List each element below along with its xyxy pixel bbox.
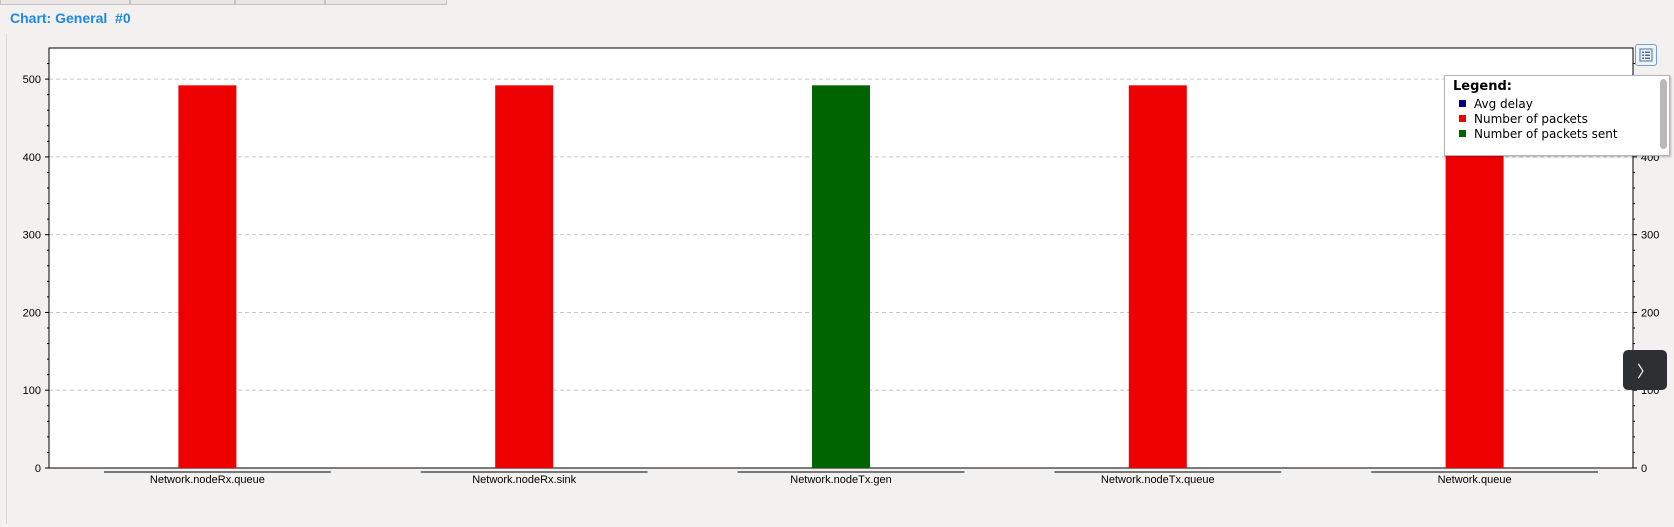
tab-4[interactable]: [325, 0, 447, 5]
y-tick-label-left: 500: [23, 74, 41, 86]
chevron-right-icon: 〉: [1636, 362, 1653, 381]
legend-toggle-button[interactable]: [1635, 44, 1657, 66]
x-category-label: Network.queue: [1438, 474, 1512, 486]
tab-3[interactable]: [235, 0, 325, 5]
x-category-label: Network.nodeRx.queue: [150, 474, 265, 486]
x-category-label: Network.nodeTx.gen: [790, 474, 892, 486]
y-tick-label-left: 100: [23, 385, 41, 397]
bar: [812, 85, 870, 469]
list-icon: [1639, 48, 1653, 62]
next-panel-button[interactable]: 〉: [1623, 350, 1667, 390]
bar-chart: 00100100200200300300400400500500Network.…: [23, 47, 1659, 486]
legend-title: Legend:: [1453, 79, 1512, 94]
tab-2[interactable]: [130, 0, 235, 5]
y-tick-label-left: 400: [23, 152, 41, 164]
legend-label-number-of-packets-sent: Number of packets sent: [1474, 126, 1618, 141]
y-tick-label-left: 200: [23, 307, 41, 319]
chart-panel: 00100100200200300300400400500500Network.…: [6, 34, 1669, 524]
y-tick-label-left: 300: [23, 230, 41, 242]
y-tick-label-right: 200: [1641, 307, 1659, 319]
legend-swatch-avg-delay: [1459, 100, 1466, 107]
bar: [178, 85, 237, 469]
legend-item-number-of-packets-sent: Number of packets sent: [1459, 126, 1618, 141]
chart-title: Chart: General #0: [10, 10, 131, 26]
legend-swatch-number-of-packets: [1459, 115, 1466, 122]
legend-label-avg-delay: Avg delay: [1474, 96, 1533, 111]
chart-legend: Legend: Avg delay Number of packets Numb…: [1444, 75, 1670, 156]
y-tick-label-right: 300: [1641, 230, 1659, 242]
bar: [1128, 85, 1187, 469]
legend-swatch-number-of-packets-sent: [1459, 130, 1466, 137]
y-tick-label-left: 0: [35, 463, 41, 475]
legend-item-avg-delay: Avg delay: [1459, 96, 1533, 111]
x-category-label: Network.nodeTx.queue: [1101, 474, 1215, 486]
tab-1[interactable]: [0, 0, 130, 5]
tab-strip: [0, 0, 1674, 5]
y-tick-label-right: 0: [1641, 463, 1647, 475]
legend-item-number-of-packets: Number of packets: [1459, 111, 1588, 126]
bar: [495, 85, 554, 469]
legend-scrollbar[interactable]: [1660, 79, 1667, 149]
x-category-label: Network.nodeRx.sink: [472, 474, 576, 486]
legend-label-number-of-packets: Number of packets: [1474, 111, 1588, 126]
